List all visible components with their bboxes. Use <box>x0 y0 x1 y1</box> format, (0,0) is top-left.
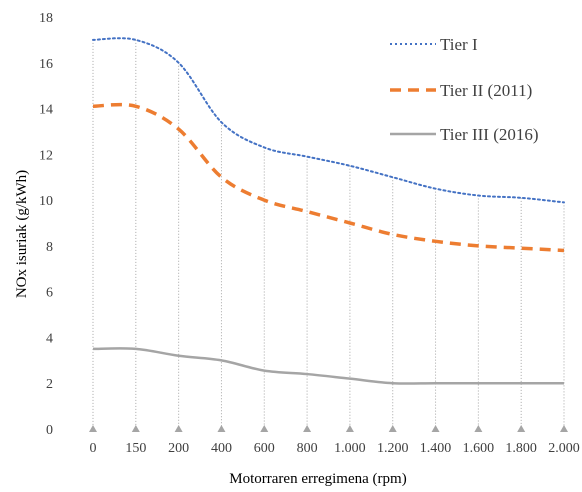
x-tick-label: 2.000 <box>548 441 580 456</box>
baseline-marker <box>388 425 397 432</box>
legend-item-tier-1: Tier I <box>390 35 478 54</box>
series-line-3 <box>92 347 564 385</box>
series-lines <box>92 37 565 385</box>
legend-label-tier-1: Tier I <box>440 35 478 54</box>
baseline-marker <box>303 425 312 432</box>
y-tick-label: 12 <box>39 148 53 163</box>
baseline-marker <box>174 425 183 432</box>
y-tick-label: 10 <box>39 194 53 209</box>
x-tick-label: 600 <box>254 441 275 456</box>
legend-item-tier-3: Tier III (2016) <box>390 125 539 144</box>
y-tick-label: 2 <box>46 377 53 392</box>
x-tick-label: 800 <box>297 441 318 456</box>
legend-label-tier-2: Tier II (2011) <box>440 81 532 100</box>
y-tick-label: 6 <box>46 286 53 301</box>
baseline-marker <box>260 425 269 432</box>
x-axis-ticks: 0 150 200 400 600 800 1.000 1.200 1.400 1.600 1.80… <box>90 441 580 456</box>
baseline-marker <box>131 425 140 432</box>
y-axis-title: NOx isuriak (g/kWh) <box>14 170 30 298</box>
drop-lines <box>92 39 565 429</box>
y-tick-label: 14 <box>39 103 53 118</box>
x-tick-label: 1.600 <box>463 441 495 456</box>
baseline-marker <box>431 425 440 432</box>
y-tick-label: 16 <box>39 57 53 72</box>
x-tick-label: 1.000 <box>334 441 366 456</box>
x-tick-label: 0 <box>90 441 97 456</box>
y-tick-label: 4 <box>46 331 53 346</box>
x-tick-label: 1.400 <box>420 441 452 456</box>
baseline-marker <box>89 425 97 432</box>
baseline-marker <box>217 425 226 432</box>
baseline-marker <box>345 425 354 432</box>
legend-item-tier-2: Tier II (2011) <box>390 81 532 100</box>
baseline-marker <box>517 425 526 432</box>
y-axis-ticks: 0 2 4 6 8 10 12 14 16 18 <box>39 11 53 438</box>
legend-label-tier-3: Tier III (2016) <box>440 125 539 144</box>
x-tick-label: 1.200 <box>377 441 409 456</box>
y-tick-label: 0 <box>46 423 53 438</box>
y-tick-label: 18 <box>39 11 53 26</box>
baseline-markers <box>89 425 568 432</box>
baseline-marker <box>474 425 483 432</box>
x-tick-label: 1.800 <box>505 441 537 456</box>
x-tick-label: 200 <box>168 441 189 456</box>
baseline-marker <box>560 425 568 432</box>
legend: Tier I Tier II (2011) Tier III (2016) <box>390 35 539 144</box>
y-tick-label: 8 <box>46 240 53 255</box>
x-tick-label: 150 <box>125 441 146 456</box>
x-tick-label: 400 <box>211 441 232 456</box>
series-line-1 <box>92 37 565 204</box>
x-axis-title: Motorraren erregimena (rpm) <box>229 471 406 487</box>
